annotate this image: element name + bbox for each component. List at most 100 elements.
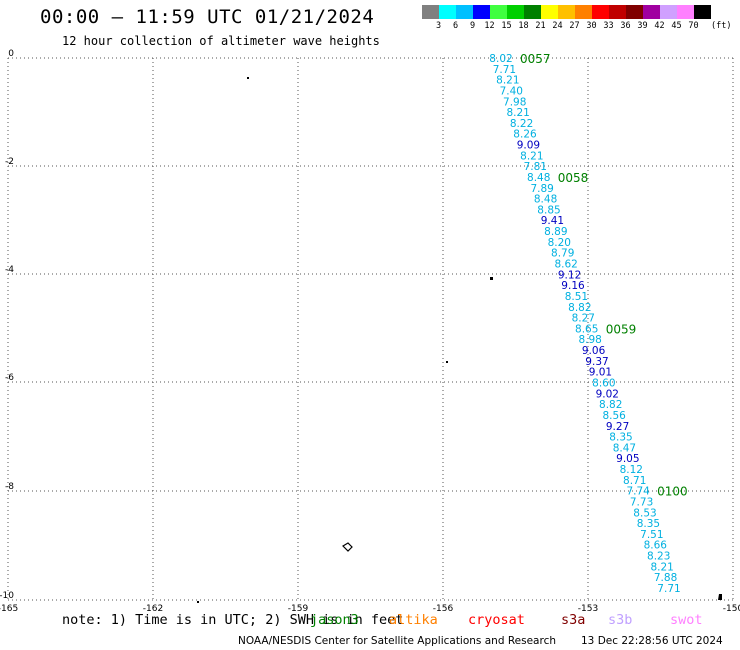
longitude-label: -159 [288, 604, 309, 614]
longitude-label: -156 [433, 604, 454, 614]
swh-value: 8.21 [520, 150, 543, 162]
swh-value: 8.21 [496, 75, 519, 87]
color-scale-label: 24 [552, 21, 563, 31]
map-title: 00:00 – 11:59 UTC 01/21/2024 [40, 6, 375, 28]
swh-track: 8.027.718.217.407.988.218.228.269.098.21… [489, 53, 680, 595]
color-scale-label: 27 [569, 21, 580, 31]
swh-value: 7.81 [524, 161, 547, 173]
island-outlines [197, 77, 722, 603]
color-scale-swatch [660, 5, 677, 19]
color-scale-label: 42 [654, 21, 665, 31]
swh-value: 9.27 [606, 421, 629, 433]
swh-value: 8.27 [572, 313, 595, 325]
color-scale-swatch [541, 5, 558, 19]
latitude-label: 0 [8, 49, 14, 59]
color-scale-label: 30 [586, 21, 597, 31]
swh-value: 9.12 [558, 269, 581, 281]
swh-value: 7.40 [500, 85, 523, 97]
longitude-label: -153 [578, 604, 598, 614]
swh-value: 7.89 [530, 183, 553, 195]
legend-s3a: s3a [561, 612, 586, 628]
color-scale-swatch [473, 5, 490, 19]
longitude-label: -162 [143, 604, 163, 614]
swh-value: 8.02 [489, 53, 512, 65]
color-scale-swatch [490, 5, 507, 19]
longitude-label: -150 [723, 604, 740, 614]
swh-value: 9.06 [582, 345, 606, 357]
generated-date: 13 Dec 22:28:56 UTC 2024 [581, 635, 723, 647]
swh-value: 7.98 [503, 96, 526, 108]
swh-value: 9.09 [517, 140, 540, 152]
swh-value: 8.21 [506, 107, 529, 119]
color-scale-labels: 3 6 9 12 15 18 21 24 27 30 33 36 39 42 45 70 [422, 21, 702, 31]
color-scale-label: 12 [484, 21, 495, 31]
color-scale-swatch [507, 5, 524, 19]
legend-swot: swot [670, 612, 703, 628]
color-scale-label: 70 [688, 21, 699, 31]
credit-text: NOAA/NESDIS Center for Satellite Applica… [238, 635, 556, 647]
swh-value: 8.47 [613, 442, 636, 454]
color-scale-label: 39 [637, 21, 648, 31]
swh-value: 7.51 [640, 529, 663, 541]
track-time-label: 0100 [657, 485, 688, 499]
color-scale-swatch [456, 5, 473, 19]
swh-value: 8.71 [623, 475, 646, 487]
wave-height-color-scale [422, 5, 711, 19]
color-scale-swatch [524, 5, 541, 19]
color-scale-swatch [558, 5, 575, 19]
color-scale-swatch [643, 5, 660, 19]
color-scale-swatch [575, 5, 592, 19]
latitude-label: -6 [5, 373, 14, 383]
color-scale-unit: (ft) [711, 21, 732, 31]
track-time-labels: 0057 0058 0059 0100 [520, 52, 688, 499]
footer-note: note: 1) Time is in UTC; 2) SWH is in fe… [62, 612, 404, 628]
swh-value: 8.66 [644, 540, 668, 552]
swh-value: 8.48 [527, 172, 550, 184]
latitude-label: -8 [5, 482, 14, 492]
swh-value: 8.79 [551, 248, 574, 260]
swh-value: 9.02 [596, 388, 619, 400]
legend-altika: altika [389, 612, 438, 628]
swh-value: 8.62 [554, 259, 577, 271]
latitude-label: -2 [5, 157, 14, 167]
swh-value: 8.85 [537, 204, 560, 216]
swh-value: 8.98 [578, 334, 601, 346]
swh-value: 7.73 [630, 496, 653, 508]
map-grid [7, 57, 734, 601]
swh-value: 7.71 [493, 64, 516, 76]
color-scale-swatch [626, 5, 643, 19]
swh-value: 8.23 [647, 551, 670, 563]
swh-value: 8.12 [620, 464, 643, 476]
island-outline [490, 277, 493, 280]
color-scale-label: 45 [671, 21, 682, 31]
swh-value: 7.88 [654, 572, 677, 584]
swh-value: 9.41 [541, 215, 564, 227]
color-scale-label: 6 [452, 21, 459, 31]
color-scale-swatch [677, 5, 694, 19]
swh-value: 8.21 [650, 561, 673, 573]
swh-value: 9.37 [585, 356, 608, 368]
island-outline [197, 601, 199, 603]
swh-value: 8.51 [565, 291, 588, 303]
track-time-label: 0059 [606, 322, 637, 336]
swh-value: 8.35 [609, 432, 632, 444]
legend-cryosat: cryosat [468, 612, 525, 628]
color-scale-swatch [609, 5, 626, 19]
color-scale-label: 3 [435, 21, 442, 31]
swh-value: 8.35 [637, 518, 660, 530]
swh-value: 9.16 [561, 280, 585, 292]
track-time-label: 0058 [558, 171, 589, 185]
swh-value: 8.26 [513, 129, 537, 141]
color-scale-swatch [592, 5, 609, 19]
color-scale-label: 18 [518, 21, 529, 31]
color-scale-swatch [694, 5, 711, 19]
color-scale-swatch [422, 5, 439, 19]
longitude-labels: -165 -162 -159 -156 -153 -150 [0, 604, 740, 614]
swh-value: 7.71 [657, 583, 680, 595]
swh-value: 8.82 [599, 399, 622, 411]
swh-value: 8.65 [575, 323, 598, 335]
color-scale-label: 15 [501, 21, 512, 31]
island-outline [446, 361, 448, 363]
swh-value: 8.60 [592, 377, 615, 389]
